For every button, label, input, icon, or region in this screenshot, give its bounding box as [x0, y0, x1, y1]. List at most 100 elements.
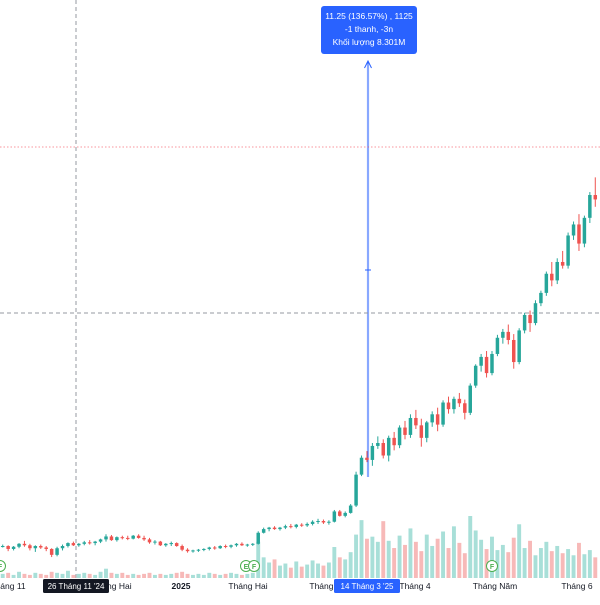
volume-bar: [397, 535, 402, 578]
volume-bar: [44, 574, 49, 578]
volume-bar: [451, 526, 456, 578]
candle-body: [473, 365, 478, 386]
volume-bar: [424, 534, 429, 578]
candle-body: [522, 314, 527, 331]
volume-bar: [430, 545, 435, 578]
volume-bar: [104, 568, 108, 578]
candle-body: [82, 542, 86, 544]
volume-bar: [370, 536, 375, 578]
volume-bar: [490, 536, 494, 578]
volume-bar: [27, 574, 32, 578]
volume-bar: [533, 555, 538, 578]
volume-bar: [294, 561, 299, 578]
volume-bar: [93, 574, 98, 578]
candle-body: [49, 548, 54, 555]
candle-body: [196, 549, 201, 551]
volume-bar: [229, 572, 233, 578]
candle-body: [223, 546, 228, 548]
volume-bar: [207, 572, 212, 578]
volume-bar: [60, 573, 65, 578]
event-marker-circle: [0, 560, 6, 572]
volume-bar: [343, 559, 348, 578]
volume-bar: [6, 572, 11, 578]
candle-body: [397, 427, 402, 446]
candle-body: [441, 402, 445, 425]
candle-body: [386, 437, 391, 456]
candle-body: [299, 524, 304, 526]
volume-bar: [305, 564, 310, 578]
candle-body: [240, 543, 244, 546]
candle-body: [17, 543, 21, 547]
volume-bar: [142, 573, 147, 578]
volume-bar: [386, 540, 391, 578]
candle-body: [6, 546, 10, 549]
candle-body: [348, 505, 353, 513]
volume-bar: [245, 573, 250, 578]
volume-bar: [180, 571, 185, 578]
candle-body: [338, 511, 342, 516]
volume-bar: [218, 574, 223, 578]
volume-bar: [288, 567, 293, 578]
volume-bar: [250, 572, 255, 578]
candle-body: [501, 331, 505, 338]
volume-bar: [174, 572, 179, 578]
volume-bar: [403, 544, 407, 578]
candle-body: [120, 537, 125, 539]
candle-body: [245, 544, 250, 546]
candle-body: [490, 353, 494, 374]
volume-bar: [555, 545, 560, 578]
volume-bar: [522, 548, 527, 578]
candle-body: [425, 422, 429, 438]
volume-bar: [544, 541, 549, 578]
candle-body: [180, 546, 184, 550]
x-tick-label: 2025: [172, 581, 191, 591]
candle-body: [272, 527, 277, 530]
candle-body: [169, 543, 173, 545]
volume-bar: [462, 553, 467, 578]
volume-bar: [125, 574, 130, 578]
candle-body: [566, 235, 570, 266]
volume-bar: [408, 528, 413, 578]
candle-body: [66, 543, 70, 547]
candle-body: [343, 512, 347, 516]
candle-body: [370, 445, 375, 460]
candle-body: [28, 545, 32, 549]
candle-body: [560, 261, 565, 266]
volume-bar: [419, 551, 424, 578]
volume-bar: [528, 540, 532, 578]
volume-bar: [152, 574, 157, 578]
volume-bar: [392, 548, 397, 578]
x-tick-label: Tháng 3: [309, 581, 340, 591]
volume-bar: [33, 572, 38, 578]
candle-body: [408, 417, 413, 435]
volume-bar: [446, 548, 451, 578]
candle-body: [495, 337, 500, 354]
candle-body: [419, 425, 424, 438]
volume-bar: [267, 562, 272, 578]
volume-bar: [479, 539, 484, 578]
volume-bar: [136, 574, 141, 578]
candle-body: [528, 314, 532, 324]
volume-bar: [158, 573, 163, 578]
volume-bar: [577, 542, 581, 578]
volume-bar: [538, 548, 543, 578]
volume-bar: [354, 534, 359, 578]
volume-bar: [326, 562, 331, 578]
event-markers: FEFF: [0, 560, 498, 572]
volume-bar: [381, 521, 386, 578]
volume-bar: [375, 541, 380, 578]
candle-body: [109, 536, 114, 541]
candle-body: [327, 521, 331, 523]
volume-bar: [587, 550, 592, 578]
candle-body: [435, 414, 440, 425]
event-marker-label: E: [244, 564, 249, 571]
candle-body: [294, 524, 299, 527]
candle-body: [316, 521, 320, 522]
volume-layer: [0, 516, 598, 578]
candle-body: [131, 535, 135, 539]
candle-body: [229, 545, 233, 547]
volume-bar: [22, 573, 27, 578]
candle-body: [147, 539, 152, 543]
